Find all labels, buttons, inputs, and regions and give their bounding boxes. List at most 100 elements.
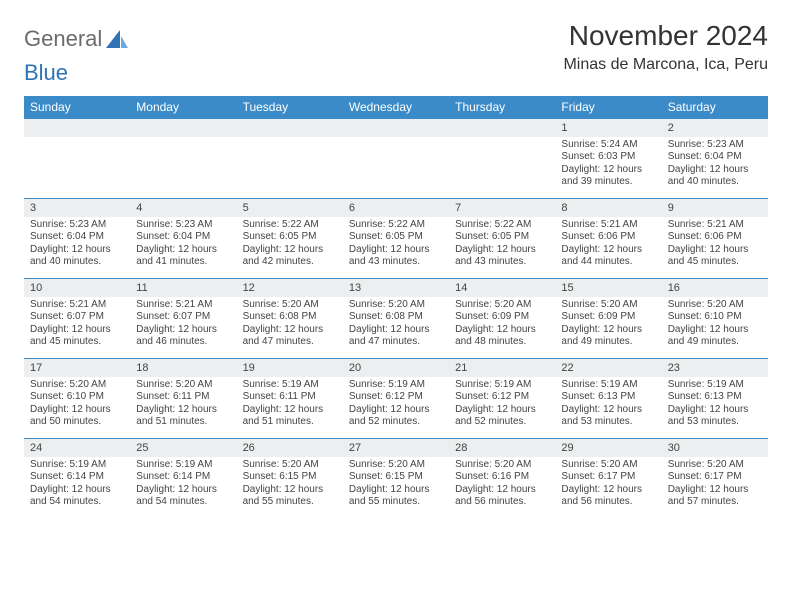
day-26-sunset: Sunset: 6:15 PM <box>243 471 337 484</box>
day-4-details: Sunrise: 5:23 AMSunset: 6:04 PMDaylight:… <box>130 217 236 279</box>
day-29-sunset: Sunset: 6:17 PM <box>561 471 655 484</box>
empty-cell <box>449 137 555 199</box>
day-2-sunrise: Sunrise: 5:23 AM <box>668 139 762 152</box>
empty-cell <box>237 119 343 137</box>
day-12-sunrise: Sunrise: 5:20 AM <box>243 299 337 312</box>
day-20-number: 20 <box>343 359 449 377</box>
day-14-number: 14 <box>449 279 555 297</box>
day-10-number: 10 <box>24 279 130 297</box>
day-21-daylight: Daylight: 12 hours and 52 minutes. <box>455 404 549 429</box>
day-25-daylight: Daylight: 12 hours and 54 minutes. <box>136 484 230 509</box>
day-9-sunrise: Sunrise: 5:21 AM <box>668 219 762 232</box>
day-12-details: Sunrise: 5:20 AMSunset: 6:08 PMDaylight:… <box>237 297 343 359</box>
day-24-details: Sunrise: 5:19 AMSunset: 6:14 PMDaylight:… <box>24 457 130 519</box>
day-5-details: Sunrise: 5:22 AMSunset: 6:05 PMDaylight:… <box>237 217 343 279</box>
day-7-number: 7 <box>449 199 555 217</box>
day-5-number: 5 <box>237 199 343 217</box>
day-13-sunset: Sunset: 6:08 PM <box>349 311 443 324</box>
day-16-details: Sunrise: 5:20 AMSunset: 6:10 PMDaylight:… <box>662 297 768 359</box>
day-4-daylight: Daylight: 12 hours and 41 minutes. <box>136 244 230 269</box>
empty-cell <box>130 119 236 137</box>
day-29-number: 29 <box>555 439 661 457</box>
day-30-details: Sunrise: 5:20 AMSunset: 6:17 PMDaylight:… <box>662 457 768 519</box>
day-9-sunset: Sunset: 6:06 PM <box>668 231 762 244</box>
day-13-number: 13 <box>343 279 449 297</box>
day-11-sunrise: Sunrise: 5:21 AM <box>136 299 230 312</box>
day-26-daylight: Daylight: 12 hours and 55 minutes. <box>243 484 337 509</box>
day-27-number: 27 <box>343 439 449 457</box>
day-17-number: 17 <box>24 359 130 377</box>
day-29-details: Sunrise: 5:20 AMSunset: 6:17 PMDaylight:… <box>555 457 661 519</box>
week-2-numrow: 3456789 <box>24 199 768 217</box>
empty-cell <box>24 119 130 137</box>
day-10-sunrise: Sunrise: 5:21 AM <box>30 299 124 312</box>
day-19-number: 19 <box>237 359 343 377</box>
day-16-daylight: Daylight: 12 hours and 49 minutes. <box>668 324 762 349</box>
day-22-sunset: Sunset: 6:13 PM <box>561 391 655 404</box>
empty-cell <box>343 137 449 199</box>
day-29-sunrise: Sunrise: 5:20 AM <box>561 459 655 472</box>
day-20-daylight: Daylight: 12 hours and 52 minutes. <box>349 404 443 429</box>
day-21-number: 21 <box>449 359 555 377</box>
day-8-sunrise: Sunrise: 5:21 AM <box>561 219 655 232</box>
day-28-sunset: Sunset: 6:16 PM <box>455 471 549 484</box>
day-2-daylight: Daylight: 12 hours and 40 minutes. <box>668 164 762 189</box>
brand-word-2: Blue <box>24 60 68 86</box>
title-block: November 2024 Minas de Marcona, Ica, Per… <box>563 20 768 74</box>
day-26-details: Sunrise: 5:20 AMSunset: 6:15 PMDaylight:… <box>237 457 343 519</box>
day-19-sunset: Sunset: 6:11 PM <box>243 391 337 404</box>
dow-header-row: SundayMondayTuesdayWednesdayThursdayFrid… <box>24 96 768 119</box>
day-9-details: Sunrise: 5:21 AMSunset: 6:06 PMDaylight:… <box>662 217 768 279</box>
day-18-sunrise: Sunrise: 5:20 AM <box>136 379 230 392</box>
day-25-sunset: Sunset: 6:14 PM <box>136 471 230 484</box>
day-6-number: 6 <box>343 199 449 217</box>
day-5-sunset: Sunset: 6:05 PM <box>243 231 337 244</box>
day-28-number: 28 <box>449 439 555 457</box>
day-8-number: 8 <box>555 199 661 217</box>
day-2-number: 2 <box>662 119 768 137</box>
day-8-details: Sunrise: 5:21 AMSunset: 6:06 PMDaylight:… <box>555 217 661 279</box>
day-16-sunrise: Sunrise: 5:20 AM <box>668 299 762 312</box>
day-26-number: 26 <box>237 439 343 457</box>
day-15-number: 15 <box>555 279 661 297</box>
sail-icon <box>106 30 128 48</box>
day-1-sunrise: Sunrise: 5:24 AM <box>561 139 655 152</box>
day-12-sunset: Sunset: 6:08 PM <box>243 311 337 324</box>
day-2-details: Sunrise: 5:23 AMSunset: 6:04 PMDaylight:… <box>662 137 768 199</box>
day-28-details: Sunrise: 5:20 AMSunset: 6:16 PMDaylight:… <box>449 457 555 519</box>
day-24-number: 24 <box>24 439 130 457</box>
day-25-details: Sunrise: 5:19 AMSunset: 6:14 PMDaylight:… <box>130 457 236 519</box>
day-10-details: Sunrise: 5:21 AMSunset: 6:07 PMDaylight:… <box>24 297 130 359</box>
day-2-sunset: Sunset: 6:04 PM <box>668 151 762 164</box>
day-7-sunset: Sunset: 6:05 PM <box>455 231 549 244</box>
day-1-sunset: Sunset: 6:03 PM <box>561 151 655 164</box>
day-18-number: 18 <box>130 359 236 377</box>
day-4-sunrise: Sunrise: 5:23 AM <box>136 219 230 232</box>
empty-cell <box>449 119 555 137</box>
day-27-details: Sunrise: 5:20 AMSunset: 6:15 PMDaylight:… <box>343 457 449 519</box>
day-26-sunrise: Sunrise: 5:20 AM <box>243 459 337 472</box>
day-16-number: 16 <box>662 279 768 297</box>
day-17-daylight: Daylight: 12 hours and 50 minutes. <box>30 404 124 429</box>
day-30-number: 30 <box>662 439 768 457</box>
day-6-daylight: Daylight: 12 hours and 43 minutes. <box>349 244 443 269</box>
day-6-details: Sunrise: 5:22 AMSunset: 6:05 PMDaylight:… <box>343 217 449 279</box>
day-25-sunrise: Sunrise: 5:19 AM <box>136 459 230 472</box>
day-14-details: Sunrise: 5:20 AMSunset: 6:09 PMDaylight:… <box>449 297 555 359</box>
day-21-sunset: Sunset: 6:12 PM <box>455 391 549 404</box>
dow-header-sunday: Sunday <box>24 96 130 119</box>
day-12-daylight: Daylight: 12 hours and 47 minutes. <box>243 324 337 349</box>
day-5-daylight: Daylight: 12 hours and 42 minutes. <box>243 244 337 269</box>
day-11-details: Sunrise: 5:21 AMSunset: 6:07 PMDaylight:… <box>130 297 236 359</box>
day-13-daylight: Daylight: 12 hours and 47 minutes. <box>349 324 443 349</box>
day-30-daylight: Daylight: 12 hours and 57 minutes. <box>668 484 762 509</box>
dow-header-wednesday: Wednesday <box>343 96 449 119</box>
day-15-sunset: Sunset: 6:09 PM <box>561 311 655 324</box>
day-11-daylight: Daylight: 12 hours and 46 minutes. <box>136 324 230 349</box>
day-30-sunset: Sunset: 6:17 PM <box>668 471 762 484</box>
month-title: November 2024 <box>563 20 768 52</box>
day-7-daylight: Daylight: 12 hours and 43 minutes. <box>455 244 549 269</box>
day-28-sunrise: Sunrise: 5:20 AM <box>455 459 549 472</box>
day-14-sunset: Sunset: 6:09 PM <box>455 311 549 324</box>
dow-header-tuesday: Tuesday <box>237 96 343 119</box>
